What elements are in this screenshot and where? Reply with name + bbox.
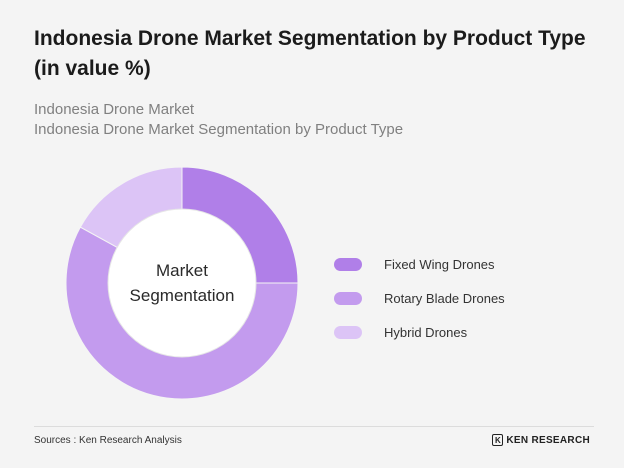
subtitle-line-2: Indonesia Drone Market Segmentation by P… <box>34 121 404 138</box>
footer-divider <box>34 426 594 427</box>
chart-title: Indonesia Drone Market Segmentation by P… <box>34 27 586 80</box>
brand-logo: K KEN RESEARCH <box>492 434 590 446</box>
legend-label-fixed-wing: Fixed Wing Drones <box>384 256 495 272</box>
center-label-line-2: Segmentation <box>130 286 235 305</box>
brand-mark-icon: K <box>492 434 504 446</box>
donut-center <box>107 208 257 358</box>
legend-item-hybrid: Hybrid Drones <box>334 315 505 349</box>
donut-chart: Market Segmentation <box>65 166 299 400</box>
brand-name: KEN RESEARCH <box>506 434 590 446</box>
subtitle: Indonesia Drone Market Indonesia Drone M… <box>34 100 594 140</box>
center-label-line-1: Market <box>156 261 208 280</box>
legend-item-fixed-wing: Fixed Wing Drones <box>334 247 505 281</box>
source-note: Sources : Ken Research Analysis <box>34 435 182 446</box>
legend-item-rotary-blade: Rotary Blade Drones <box>334 281 505 315</box>
legend-label-hybrid: Hybrid Drones <box>384 324 468 340</box>
legend-label-rotary-blade: Rotary Blade Drones <box>384 290 505 306</box>
legend-swatch-hybrid <box>334 325 362 339</box>
legend-swatch-rotary-blade <box>334 291 362 305</box>
legend-swatch-fixed-wing <box>334 257 362 271</box>
legend: Fixed Wing Drones Rotary Blade Drones Hy… <box>334 247 505 349</box>
subtitle-line-1: Indonesia Drone Market <box>34 101 195 118</box>
